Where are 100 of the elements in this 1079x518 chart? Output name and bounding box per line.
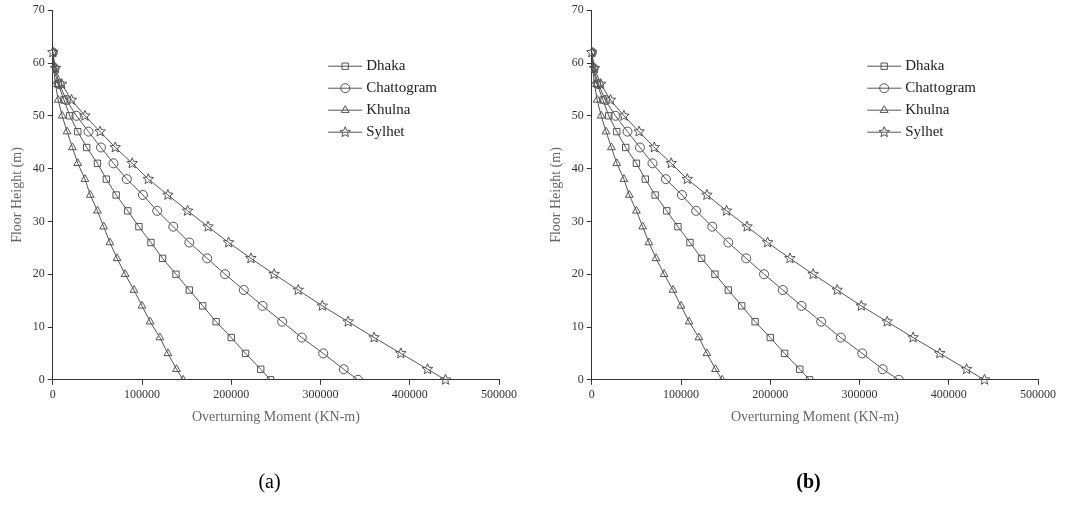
point <box>766 333 774 342</box>
point <box>257 300 268 311</box>
point <box>277 316 288 327</box>
point <box>619 174 629 182</box>
point <box>172 364 181 372</box>
point <box>62 126 72 135</box>
point <box>641 175 650 183</box>
point <box>881 315 893 327</box>
point <box>676 190 687 200</box>
y-tick-label: 30 <box>32 213 45 228</box>
y-tick-label: 20 <box>571 266 584 281</box>
x-tick-label: 400000 <box>930 387 967 402</box>
point <box>622 143 630 152</box>
point <box>102 175 111 183</box>
point <box>612 158 622 167</box>
point <box>338 364 349 375</box>
point <box>686 238 694 247</box>
legend-label: Sylhet <box>366 123 406 140</box>
y-tick-label: 10 <box>32 319 45 334</box>
point <box>960 363 973 375</box>
point <box>613 127 621 136</box>
point <box>172 270 180 278</box>
point <box>857 348 868 359</box>
point <box>145 316 155 325</box>
point <box>318 348 329 359</box>
point <box>816 316 827 327</box>
point <box>83 143 91 152</box>
point <box>607 142 616 151</box>
point <box>674 223 682 231</box>
point <box>707 221 718 232</box>
point <box>112 191 120 199</box>
point <box>610 110 621 121</box>
point <box>701 189 713 200</box>
point <box>604 93 617 105</box>
y-tick-label: 0 <box>38 371 45 386</box>
point <box>624 190 634 198</box>
point <box>71 110 82 121</box>
point <box>241 349 250 358</box>
point <box>202 253 213 264</box>
x-tick-label: 0 <box>588 387 595 402</box>
point <box>79 109 91 121</box>
point <box>95 142 106 153</box>
point <box>296 332 307 343</box>
point <box>855 299 868 311</box>
point <box>147 238 155 247</box>
legend-label: Khulna <box>905 101 950 118</box>
point <box>368 331 380 343</box>
point <box>137 190 148 200</box>
point <box>121 174 132 185</box>
point <box>184 237 195 248</box>
point <box>129 285 139 293</box>
legend-label: Dhaka <box>905 57 945 74</box>
point <box>751 318 759 326</box>
point <box>66 112 74 120</box>
point <box>342 315 354 327</box>
point <box>135 223 143 231</box>
x-tick-label: 500000 <box>1020 387 1056 402</box>
point <box>238 285 249 296</box>
point <box>181 204 194 216</box>
x-tick-label: 100000 <box>663 387 700 402</box>
point <box>651 253 661 262</box>
y-tick-label: 10 <box>571 319 584 334</box>
point <box>162 189 174 200</box>
point <box>724 286 733 294</box>
point <box>934 347 946 359</box>
y-tick-label: 70 <box>571 2 584 17</box>
point <box>877 364 888 375</box>
point <box>83 126 94 137</box>
y-tick-label: 40 <box>32 160 45 175</box>
point <box>784 252 796 264</box>
x-tick-label: 300000 <box>841 387 878 402</box>
point <box>668 285 678 293</box>
point <box>202 220 214 232</box>
point <box>659 269 669 277</box>
legend-label: Dhaka <box>366 57 406 74</box>
point <box>316 299 329 311</box>
point <box>632 205 641 214</box>
point <box>99 221 109 230</box>
point <box>68 142 77 151</box>
point <box>711 270 719 278</box>
point <box>665 157 677 169</box>
point <box>647 158 658 169</box>
point <box>638 221 648 230</box>
point <box>697 254 706 263</box>
point <box>61 94 72 105</box>
point <box>163 348 173 357</box>
point <box>633 125 645 137</box>
y-tick-label: 60 <box>571 55 584 70</box>
point <box>622 126 633 137</box>
text: (a) <box>257 470 282 493</box>
legend-label: Khulna <box>366 101 411 118</box>
point <box>691 205 702 216</box>
point <box>220 269 231 280</box>
point <box>395 347 407 359</box>
point <box>73 158 83 167</box>
x-tick-label: 0 <box>49 387 56 402</box>
point <box>57 110 67 119</box>
point <box>741 253 752 264</box>
y-tick-label: 70 <box>32 2 45 17</box>
point <box>85 190 95 198</box>
